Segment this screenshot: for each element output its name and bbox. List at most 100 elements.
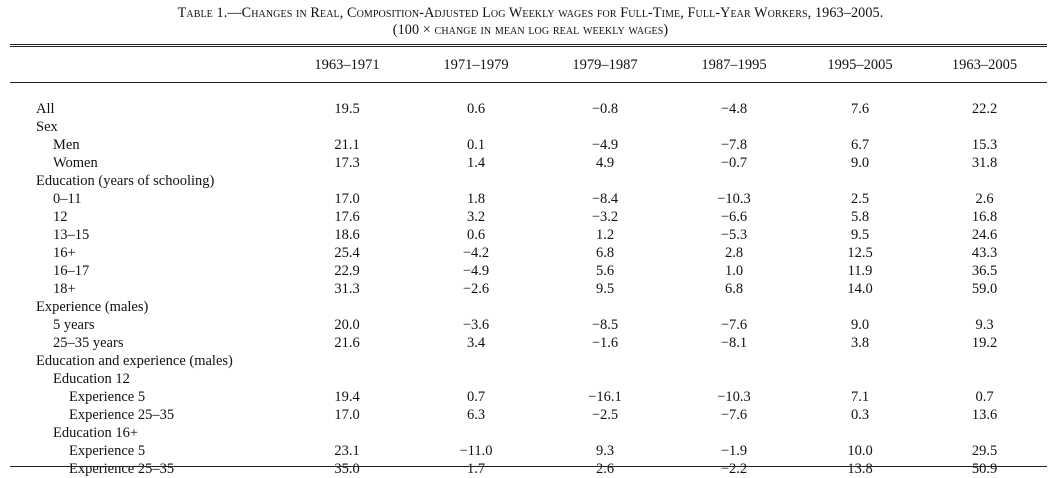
table-cell: −7.6 [720,407,748,423]
table-cell [670,118,798,136]
table-cell: 24.6 [971,227,998,243]
table-cell: −8.1 [720,335,748,351]
table-cell [922,352,1047,370]
table-cell: −3.2 [591,209,619,225]
table-cell [282,298,412,316]
table-cell: 16.8 [971,209,998,225]
table-cell [540,118,670,136]
table-cell: −11.0 [459,443,493,459]
row-label: 16–17 [53,263,90,279]
table-cell [540,172,670,190]
row-label: Education and experience (males) [36,353,233,369]
table-cell [282,352,412,370]
row-label: Sex [36,119,58,135]
row-label: Experience 25–35 [69,407,175,423]
table-cell: 9.0 [850,317,870,333]
table-cell: 31.8 [971,155,998,171]
table-cell [798,370,922,388]
table-cell: −0.8 [591,101,619,117]
table-cell: −8.4 [591,191,619,207]
row-label: 0–11 [53,191,82,207]
row-label: 16+ [53,245,76,261]
column-header: 1963–1971 [314,56,380,73]
table-row: 18+ 31.3 −2.6 9.5 6.8 14.0 59.0 [10,280,1047,298]
table-cell: 17.0 [334,407,360,423]
column-header: 1971–1979 [443,56,509,73]
table-row: Experience 5 19.4 0.7 −16.1 −10.3 7.1 0.7 [10,388,1047,406]
table-cell [922,172,1047,190]
table-cell [670,172,798,190]
table-cell: 13.8 [847,461,873,477]
top-rule [10,44,1047,45]
table-cell: 19.4 [334,389,360,405]
table-cell: −8.5 [591,317,619,333]
table-cell: 6.8 [595,245,615,261]
table-cell: −1.6 [591,335,619,351]
table-cell: 59.0 [971,281,998,297]
table-cell: 1.4 [466,155,486,171]
table-cell: 0.7 [975,389,994,405]
table-header-row: 1963–1971 1971–1979 1979–1987 1987–1995 … [10,48,1047,82]
table-cell [540,424,670,442]
table-row: 12 17.6 3.2 −3.2 −6.6 5.8 16.8 [10,208,1047,226]
table-cell: 3.2 [466,209,486,225]
table-cell: 6.3 [466,407,486,423]
row-label: Education (years of schooling) [36,173,215,189]
table-cell: −4.9 [462,263,490,279]
table-row: 16–17 22.9 −4.9 5.6 1.0 11.9 36.5 [10,262,1047,280]
header-rule [10,82,1047,83]
column-header: 1979–1987 [572,56,638,73]
table-cell [798,298,922,316]
table-cell [922,424,1047,442]
table-cell [282,424,412,442]
table-cell: −2.6 [462,281,490,297]
table-cell: 9.3 [595,443,615,459]
table-cell: 0.1 [466,137,486,153]
table-cell: 3.8 [850,335,870,351]
table-row: Education 16+ [10,424,1047,442]
table-cell: 7.6 [850,101,870,117]
top-rule-double [10,46,1047,47]
table-cell [412,118,540,136]
table-cell [670,352,798,370]
table-cell: 6.8 [724,281,744,297]
table-cell: 31.3 [334,281,360,297]
row-label: Men [53,137,80,153]
table-row: Experience (males) [10,298,1047,316]
table-body: All 19.5 0.6 −0.8 −4.8 7.6 22.2 Sex Men 21.1 0.1 −4… [10,82,1047,478]
table-cell: 4.9 [595,155,615,171]
table-caption: Table 1.—Changes in Real, Composition-Ad… [0,5,1061,39]
table-cell: 22.2 [971,101,998,117]
table-cell [922,370,1047,388]
table-row: Men 21.1 0.1 −4.9 −7.8 6.7 15.3 [10,136,1047,154]
table-cell: 13.6 [971,407,998,423]
row-label: All [36,101,55,117]
row-label: Experience 5 [69,389,146,405]
table-cell: 50.9 [971,461,998,477]
table-cell: −2.5 [591,407,619,423]
table-cell [412,352,540,370]
table-cell [540,370,670,388]
table-row: Experience 25–35 17.0 6.3 −2.5 −7.6 0.3 13.6 [10,406,1047,424]
table-cell: −4.8 [720,101,748,117]
table-cell: −1.9 [720,443,748,459]
table-cell: −10.3 [717,389,751,405]
row-label: 5 years [53,317,95,333]
table-cell: 6.7 [850,137,870,153]
table-cell [670,298,798,316]
table-cell: 9.0 [850,155,870,171]
table-cell [670,370,798,388]
table-cell: 5.8 [850,209,870,225]
table-cell: 19.2 [971,335,998,351]
table-cell: 21.6 [334,335,360,351]
table-cell: 36.5 [971,263,998,279]
table-cell: −10.3 [717,191,751,207]
table-cell [540,298,670,316]
table-cell: 20.0 [334,317,360,333]
table-row: Education 12 [10,370,1047,388]
bottom-rule [10,466,1047,467]
stub-header [10,48,282,82]
table-cell: 15.3 [971,137,998,153]
row-label: Experience (males) [36,299,149,315]
